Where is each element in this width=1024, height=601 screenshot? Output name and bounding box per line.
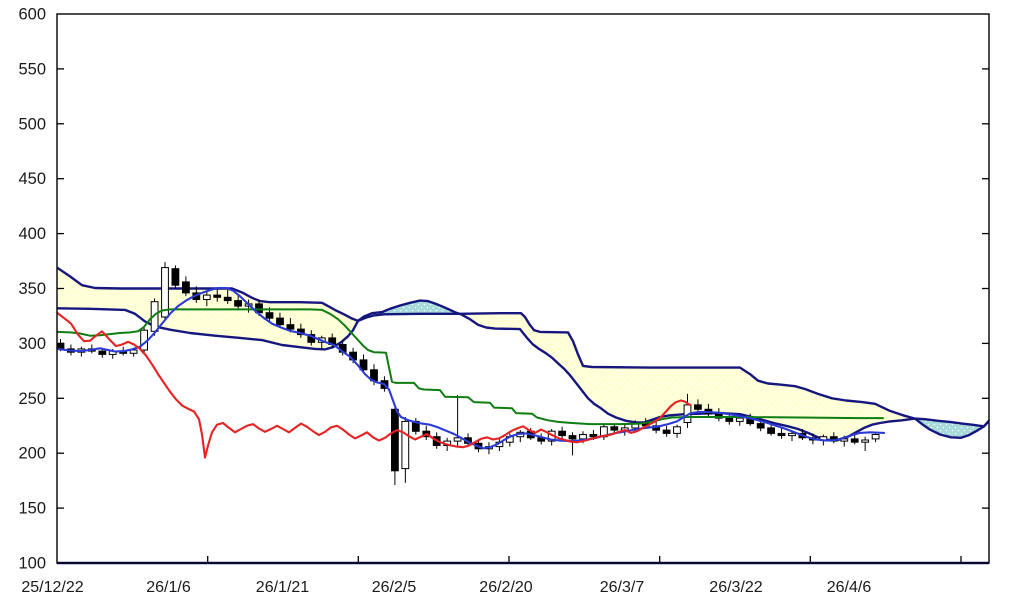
candle xyxy=(182,276,190,297)
candle xyxy=(694,399,702,413)
x-tick-label: 26/4/6 xyxy=(827,579,872,596)
candle xyxy=(568,432,577,456)
cloud-bearish-area xyxy=(359,300,459,321)
plot-area xyxy=(57,262,989,485)
tenkan-sen-line xyxy=(57,286,886,450)
candle xyxy=(558,426,567,439)
candle xyxy=(537,433,546,445)
candle xyxy=(161,262,169,322)
candle xyxy=(662,425,671,437)
candle xyxy=(673,424,681,438)
chikou-span-line xyxy=(57,311,692,459)
y-tick-label: 100 xyxy=(18,555,46,573)
candle xyxy=(234,294,242,310)
candle xyxy=(871,432,880,443)
y-tick-label: 550 xyxy=(18,60,46,78)
candle xyxy=(861,436,870,451)
y-tick-label: 250 xyxy=(18,390,46,408)
candle xyxy=(213,287,222,302)
kijun-sen-line xyxy=(57,308,884,426)
candle xyxy=(516,430,525,443)
candle xyxy=(610,423,619,434)
cloud-bearish-area xyxy=(917,418,983,438)
candle xyxy=(276,312,284,328)
candle xyxy=(767,423,776,436)
x-tick-label: 26/3/7 xyxy=(600,579,645,596)
candle xyxy=(777,427,786,439)
y-tick-label: 350 xyxy=(18,280,46,298)
candle xyxy=(422,425,431,440)
x-tick-label: 26/1/6 xyxy=(146,579,191,596)
x-tick-label: 26/2/5 xyxy=(372,579,417,596)
candle xyxy=(600,424,608,440)
cloud-bullish-area xyxy=(461,313,915,440)
candle xyxy=(202,290,211,307)
candle xyxy=(453,395,462,448)
candle xyxy=(171,265,180,289)
candle xyxy=(223,289,232,304)
y-tick-label: 450 xyxy=(18,170,46,188)
candle xyxy=(391,403,399,485)
candlestick-series xyxy=(57,262,880,485)
candle xyxy=(140,325,148,354)
x-tick-label: 26/1/21 xyxy=(256,579,309,596)
y-tick-label: 300 xyxy=(18,335,46,353)
senkou-span-a-line xyxy=(57,266,989,439)
x-tick-label: 25/12/22 xyxy=(21,579,83,596)
x-tick-label: 26/3/22 xyxy=(709,579,762,596)
x-tick-label: 26/2/20 xyxy=(479,579,532,596)
y-tick-label: 500 xyxy=(18,115,46,133)
candle xyxy=(411,418,420,435)
candle xyxy=(401,417,410,483)
y-tick-label: 200 xyxy=(18,445,46,463)
y-tick-label: 150 xyxy=(18,500,46,518)
y-tick-label: 600 xyxy=(18,6,46,24)
candle xyxy=(359,354,368,373)
y-tick-label: 400 xyxy=(18,225,46,243)
